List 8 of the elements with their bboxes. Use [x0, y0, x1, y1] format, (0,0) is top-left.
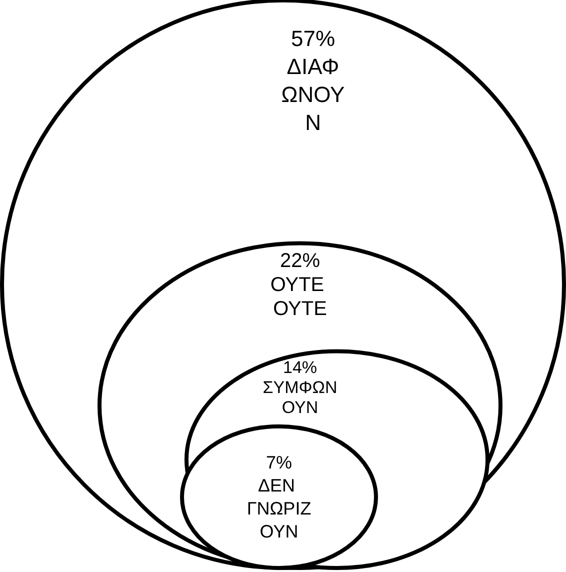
category-label: ΔΙΑΦΩΝΟΥΝ: [281, 54, 346, 135]
category-label: ΣΥΜΦΩΝΟΥΝ: [262, 378, 338, 417]
data-label: 57%: [290, 26, 336, 51]
category-label: ΟΥΤΕ ΟΥΤΕ: [270, 274, 330, 320]
data-label: 22%: [280, 250, 320, 272]
data-label: 14%: [282, 358, 318, 377]
category-label: ΔΕΝ ΓΝΩΡΙΖΟΥΝ: [246, 476, 312, 542]
data-label: 7%: [266, 452, 292, 473]
